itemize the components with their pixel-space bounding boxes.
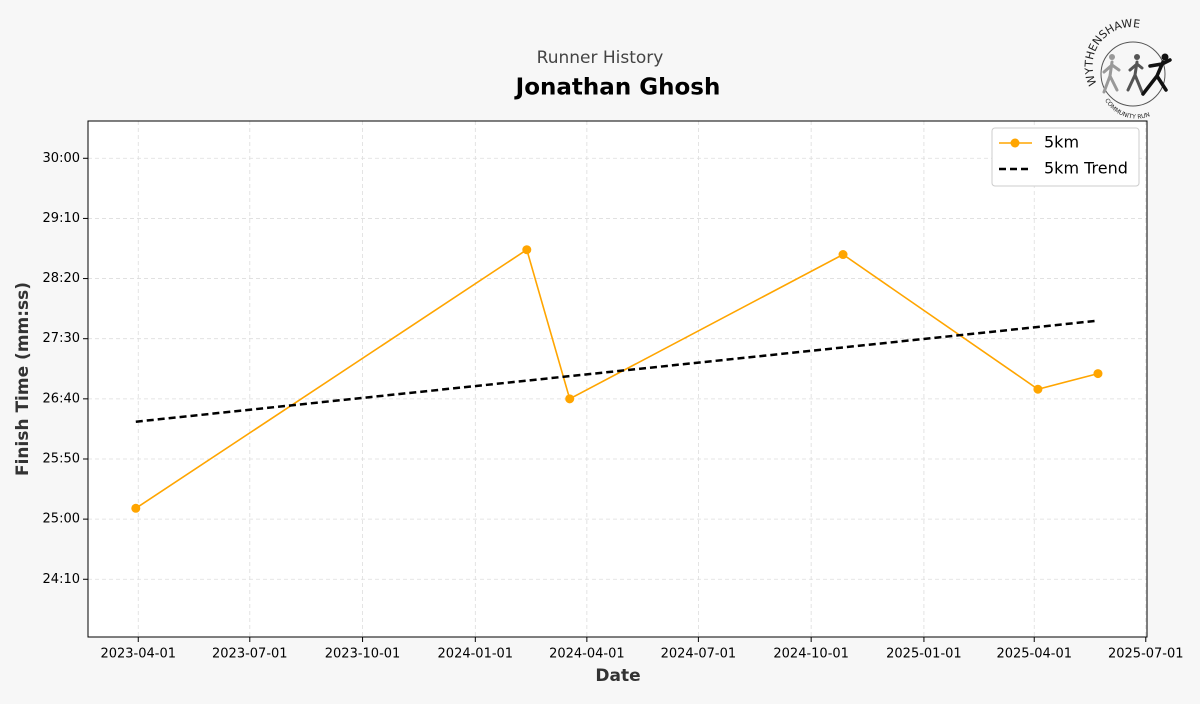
logo: WYTHENSHAWE COMMUNITY RUN	[1082, 17, 1172, 121]
x-tick-label: 2024-04-01	[549, 647, 625, 662]
x-tick-label: 2023-07-01	[212, 647, 288, 662]
y-tick-label: 29:10	[43, 211, 80, 226]
chart-title: Jonathan Ghosh	[514, 75, 721, 101]
x-tick-label: 2025-07-01	[1108, 647, 1184, 662]
series-marker	[131, 503, 141, 513]
y-tick-label: 30:00	[43, 151, 80, 166]
y-tick-label: 25:00	[43, 512, 80, 527]
logo-runner-1	[1102, 54, 1121, 94]
chart-subtitle: Runner History	[537, 48, 664, 68]
legend: 5km 5km Trend	[991, 127, 1140, 187]
y-tick-label: 25:50	[43, 451, 80, 466]
x-tick-label: 2025-04-01	[996, 647, 1072, 662]
marks	[131, 245, 1103, 513]
x-axis-label: Date	[595, 666, 640, 686]
legend-label: 5km	[1044, 133, 1079, 152]
x-tick-label: 2023-10-01	[325, 647, 401, 662]
legend-label: 5km Trend	[1044, 159, 1128, 178]
y-tick-label: 26:40	[43, 391, 80, 406]
plot-area	[88, 121, 1147, 637]
grid	[88, 121, 1147, 637]
y-tick-label: 28:20	[43, 271, 80, 286]
x-tick-label: 2024-07-01	[661, 647, 737, 662]
logo-bottom-text: COMMUNITY RUN	[1103, 97, 1151, 120]
series-marker	[565, 394, 575, 404]
logo-ring	[1100, 41, 1166, 107]
legend-marker	[1010, 138, 1020, 148]
x-tick-label: 2024-01-01	[438, 647, 514, 662]
series-marker	[1093, 369, 1103, 379]
x-tick-label: 2024-10-01	[773, 647, 849, 662]
plot-frame	[87, 120, 1148, 638]
series-marker	[838, 250, 848, 260]
y-tick-label: 24:10	[43, 572, 80, 587]
series-line	[135, 248, 1099, 509]
series-line	[135, 319, 1099, 423]
x-tick-label: 2025-01-01	[886, 647, 962, 662]
logo-runner-3	[1141, 53, 1172, 96]
x-tick-label: 2023-04-01	[100, 647, 176, 662]
series-marker	[1033, 384, 1043, 394]
logo-runner-2	[1126, 54, 1144, 94]
y-tick-label: 27:30	[43, 331, 80, 346]
logo-bottom-path: COMMUNITY RUN	[1103, 97, 1151, 120]
y-axis-label: Finish Time (mm:ss)	[13, 282, 33, 476]
series-marker	[522, 245, 532, 255]
